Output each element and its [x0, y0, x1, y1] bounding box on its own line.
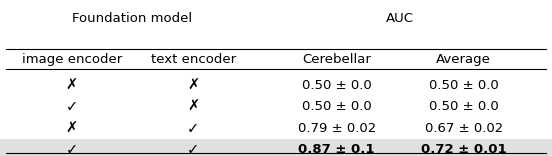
Text: AUC: AUC [386, 12, 414, 25]
Text: ✗: ✗ [187, 99, 199, 114]
Text: ✗: ✗ [66, 78, 78, 93]
Text: ✗: ✗ [66, 121, 78, 136]
Text: 0.72 ± 0.01: 0.72 ± 0.01 [421, 143, 507, 156]
Text: ✓: ✓ [66, 142, 78, 156]
FancyBboxPatch shape [0, 139, 552, 156]
Text: ✓: ✓ [66, 99, 78, 114]
Text: Average: Average [436, 53, 491, 66]
Text: 0.50 ± 0.0: 0.50 ± 0.0 [302, 78, 371, 92]
Text: 0.50 ± 0.0: 0.50 ± 0.0 [429, 78, 498, 92]
Text: 0.67 ± 0.02: 0.67 ± 0.02 [424, 122, 503, 135]
Text: 0.79 ± 0.02: 0.79 ± 0.02 [298, 122, 376, 135]
Text: ✗: ✗ [187, 78, 199, 93]
Text: 0.87 ± 0.1: 0.87 ± 0.1 [299, 143, 375, 156]
Text: ✓: ✓ [187, 121, 199, 136]
Text: text encoder: text encoder [151, 53, 236, 66]
Text: 0.50 ± 0.0: 0.50 ± 0.0 [302, 100, 371, 113]
Text: 0.50 ± 0.0: 0.50 ± 0.0 [429, 100, 498, 113]
Text: image encoder: image encoder [22, 53, 122, 66]
Text: ✓: ✓ [187, 142, 199, 156]
Text: Foundation model: Foundation model [72, 12, 193, 25]
Text: Cerebellar: Cerebellar [302, 53, 371, 66]
